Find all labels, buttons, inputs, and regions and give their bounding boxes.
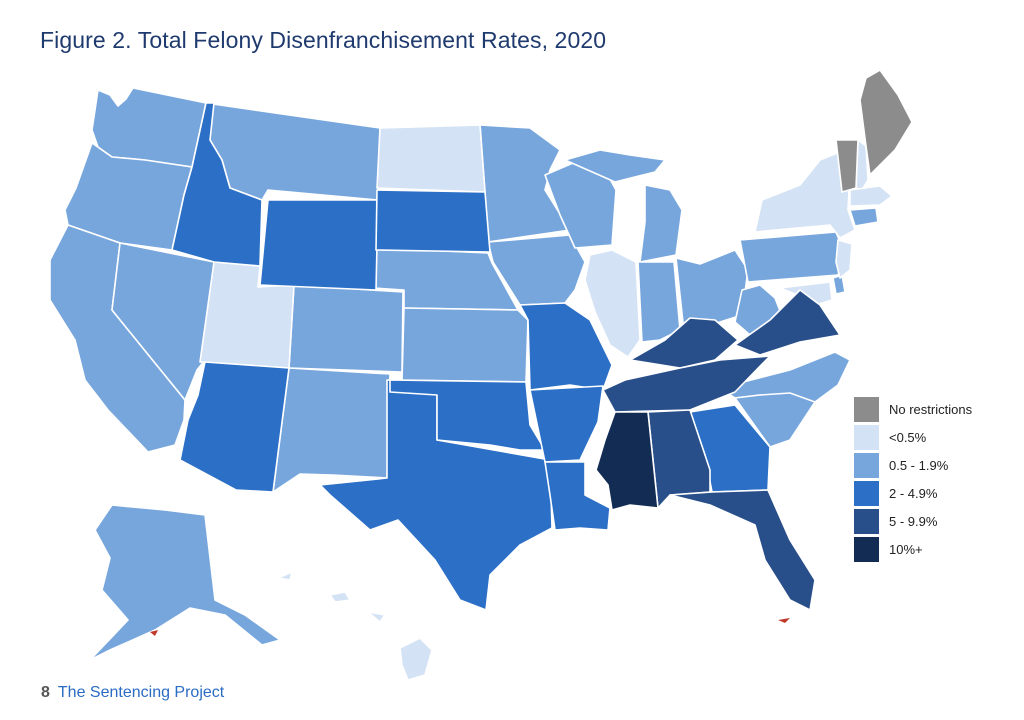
state-virginia xyxy=(734,289,841,356)
legend-label: 10%+ xyxy=(889,541,923,557)
legend-item: 10%+ xyxy=(854,535,972,563)
state-south-dakota xyxy=(375,189,491,253)
state-delaware xyxy=(832,274,846,295)
page-number: 8 xyxy=(41,684,50,701)
legend-item: 5 - 9.9% xyxy=(854,507,972,535)
state-pennsylvania xyxy=(739,231,846,283)
legend-item: 0.5 - 1.9% xyxy=(854,451,972,479)
publisher-name: The Sentencing Project xyxy=(57,684,225,701)
page-footer: 8 The Sentencing Project xyxy=(41,684,224,702)
state-new-mexico xyxy=(272,367,391,493)
state-florida xyxy=(669,489,816,611)
state-alaska xyxy=(89,504,281,661)
legend-swatch xyxy=(854,452,879,478)
legend-swatch xyxy=(854,480,879,506)
state-kansas xyxy=(401,307,529,383)
state-hawaii-a xyxy=(277,571,293,581)
legend-swatch xyxy=(854,508,879,534)
state-indiana xyxy=(637,261,681,343)
state-mississippi xyxy=(595,411,659,511)
state-wyoming xyxy=(259,199,379,291)
legend-label: 0.5 - 1.9% xyxy=(889,457,949,473)
state-louisiana xyxy=(544,461,611,531)
state-new-jersey xyxy=(835,239,853,279)
state-new-york xyxy=(754,151,856,239)
state-idaho xyxy=(171,102,263,267)
state-oklahoma xyxy=(389,379,546,451)
state-illinois xyxy=(584,249,641,358)
legend-swatch xyxy=(854,536,879,562)
alaska-aleutians xyxy=(150,630,158,636)
legend-label: No restrictions xyxy=(889,401,973,417)
legend-item: <0.5% xyxy=(854,423,972,451)
legend-item: No restrictions xyxy=(854,395,972,423)
state-north-dakota xyxy=(376,124,486,193)
state-michigan-upper xyxy=(564,149,666,183)
state-arkansas xyxy=(529,385,604,463)
state-arizona xyxy=(179,361,290,493)
legend-label: <0.5% xyxy=(889,429,927,445)
state-vermont xyxy=(835,139,859,193)
state-hawaii-d xyxy=(399,637,433,681)
state-michigan-lower xyxy=(639,184,683,263)
legend-label: 2 - 4.9% xyxy=(889,485,938,501)
state-montana xyxy=(205,102,381,201)
florida-keys xyxy=(778,618,790,623)
state-massachusetts xyxy=(849,185,893,207)
state-texas xyxy=(319,379,553,611)
legend-swatch xyxy=(854,424,879,450)
state-hawaii-b xyxy=(329,591,351,603)
state-connecticut xyxy=(849,207,879,227)
map-legend: No restrictions <0.5% 0.5 - 1.9% 2 - 4.9… xyxy=(854,395,972,563)
legend-label: 5 - 9.9% xyxy=(889,513,938,529)
legend-item: 2 - 4.9% xyxy=(854,479,972,507)
legend-swatch xyxy=(854,396,879,422)
state-colorado xyxy=(288,284,404,373)
state-hawaii-c xyxy=(367,611,386,623)
figure-title: Figure 2. Total Felony Disenfranchisemen… xyxy=(40,27,607,53)
state-maine xyxy=(859,69,913,176)
